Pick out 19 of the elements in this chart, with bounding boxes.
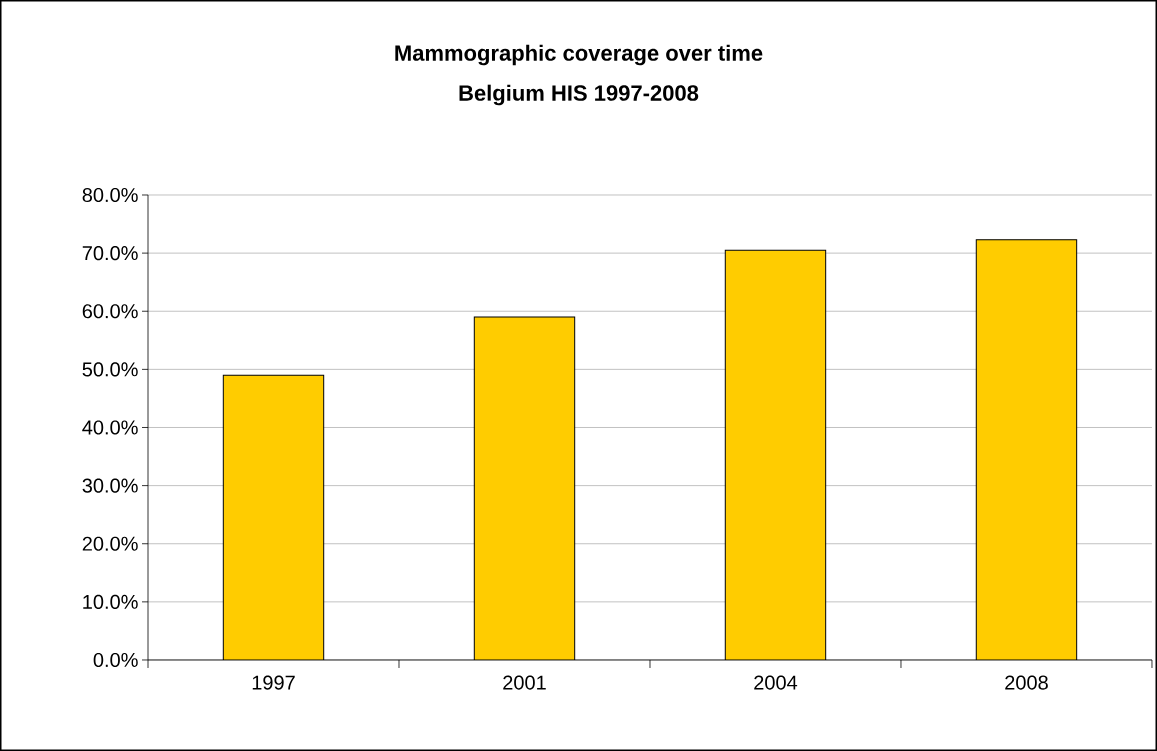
bar xyxy=(725,250,826,660)
bar xyxy=(975,239,1078,660)
y-tick-label: 20.0% xyxy=(82,536,138,551)
y-tick-label: 40.0% xyxy=(82,420,138,435)
chart-subtitle: Belgium HIS 1997-2008 xyxy=(459,84,699,106)
y-tick-label: 0.0% xyxy=(93,652,138,668)
bar xyxy=(474,317,575,660)
y-tick-label: 70.0% xyxy=(82,246,138,261)
y-tick-label: 10.0% xyxy=(83,594,138,609)
x-tick-label: 2004 xyxy=(754,675,798,690)
x-tick-label: 2001 xyxy=(503,675,546,690)
x-tick-label: 2008 xyxy=(1005,675,1048,690)
x-tick-label: 1997 xyxy=(252,675,295,690)
y-tick-label: 60.0% xyxy=(82,304,138,319)
y-tick-label: 50.0% xyxy=(82,362,138,377)
y-tick-label: 80.0% xyxy=(82,187,138,203)
bar xyxy=(223,375,324,660)
chart-title: Mammographic coverage over time xyxy=(395,44,763,66)
y-tick-label: 30.0% xyxy=(82,478,138,493)
